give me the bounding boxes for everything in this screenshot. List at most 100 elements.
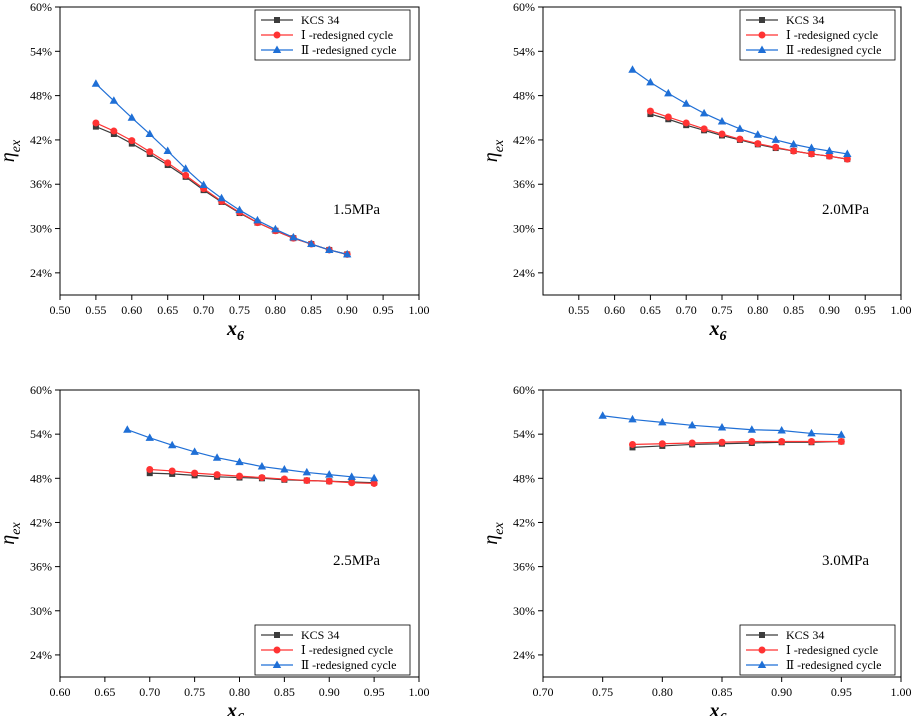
- y-axis-title: ηex: [0, 139, 24, 162]
- data-point-series-3: [369, 473, 379, 482]
- x-tick-label: 0.65: [640, 303, 661, 317]
- data-point-series-3: [212, 453, 222, 461]
- data-point-series-3: [199, 180, 208, 188]
- y-tick-label: 30%: [30, 604, 52, 618]
- legend-label-1: KCS 34: [786, 628, 824, 642]
- legend-marker-2: [758, 31, 766, 39]
- x-tick-label: 0.95: [373, 303, 394, 317]
- data-point-series-3: [217, 193, 226, 202]
- x-tick-label: 0.90: [337, 303, 358, 317]
- data-point-series-2: [790, 147, 798, 155]
- x-tick-label: 0.95: [831, 685, 852, 699]
- data-point-series-3: [598, 411, 607, 419]
- data-point-series-2: [325, 477, 333, 485]
- data-point-series-2: [658, 440, 666, 448]
- data-point-series-2: [736, 135, 744, 143]
- x-axis-title-main: x: [226, 318, 237, 340]
- y-tick-label: 24%: [30, 648, 52, 662]
- y-tick-label: 30%: [30, 222, 52, 236]
- x-axis-title-subscript: 6: [237, 329, 244, 344]
- y-tick-label: 42%: [30, 133, 52, 147]
- y-tick-label: 36%: [513, 560, 535, 574]
- data-point-series-3: [235, 457, 244, 466]
- y-tick-label: 54%: [30, 427, 52, 441]
- data-point-series-3: [181, 164, 190, 172]
- data-point-series-3: [302, 467, 312, 476]
- y-tick-label: 60%: [513, 383, 535, 397]
- data-point-series-3: [771, 135, 780, 143]
- y-tick-label: 54%: [513, 427, 535, 441]
- y-axis-title-main: η: [0, 152, 19, 162]
- y-tick-label: 60%: [30, 383, 52, 397]
- data-point-series-3: [145, 129, 154, 138]
- x-tick-label: 0.90: [319, 685, 340, 699]
- data-point-series-2: [110, 127, 118, 135]
- y-tick-label: 36%: [513, 177, 535, 191]
- legend-label-3: Ⅱ -redesigned cycle: [301, 658, 396, 672]
- legend-label-3: Ⅱ -redesigned cycle: [786, 658, 881, 672]
- data-point-series-3: [145, 433, 154, 441]
- y-tick-label: 42%: [513, 515, 535, 529]
- legend-marker-2: [758, 646, 766, 654]
- x-tick-label: 0.85: [274, 685, 295, 699]
- legend-marker-1: [759, 17, 765, 23]
- y-axis-title-main: η: [480, 152, 502, 162]
- data-point-series-2: [825, 152, 833, 160]
- x-tick-label: 0.70: [193, 303, 214, 317]
- data-point-series-3: [777, 425, 786, 434]
- y-tick-label: 48%: [30, 471, 52, 485]
- data-point-series-3: [109, 96, 119, 104]
- y-tick-label: 54%: [30, 44, 52, 58]
- data-point-series-3: [807, 143, 816, 152]
- series-line-2: [650, 110, 848, 160]
- legend-marker-2: [273, 31, 281, 39]
- y-tick-label: 42%: [30, 515, 52, 529]
- legend-marker-3: [757, 45, 767, 53]
- y-tick-label: 60%: [30, 0, 52, 14]
- x-tick-label: 0.95: [855, 303, 876, 317]
- data-point-series-1: [146, 470, 153, 477]
- chart-panel-2: 0.55 0.60 0.65 0.70 0.75 0.80 0.85 0.90 0.95 1.00…: [480, 0, 912, 344]
- panel-pressure-label: 2.0MPa: [822, 202, 869, 218]
- legend-marker-3: [272, 45, 282, 53]
- y-tick-label: 24%: [513, 648, 535, 662]
- x-tick-label: 0.70: [676, 303, 697, 317]
- x-tick-label: 0.90: [771, 685, 792, 699]
- x-axis-title: x6: [226, 318, 244, 344]
- x-tick-label: 0.90: [819, 303, 840, 317]
- data-point-series-3: [687, 420, 697, 429]
- legend-marker-3: [272, 660, 282, 668]
- data-point-series-3: [271, 224, 280, 233]
- x-tick-label: 1.00: [409, 685, 430, 699]
- y-tick-label: 30%: [513, 222, 535, 236]
- x-tick-label: 0.75: [229, 303, 250, 317]
- legend-marker-1: [274, 17, 280, 23]
- panel-pressure-label: 2.5MPa: [333, 553, 380, 569]
- data-point-series-2: [700, 125, 708, 133]
- x-tick-label: 0.80: [265, 303, 286, 317]
- data-point-series-2: [754, 140, 762, 148]
- data-point-series-2: [843, 155, 851, 163]
- x-tick-label: 0.60: [50, 685, 71, 699]
- y-tick-label: 48%: [513, 471, 535, 485]
- data-point-series-1: [92, 123, 99, 130]
- legend-marker-2: [273, 646, 281, 654]
- data-point-series-3: [127, 113, 136, 121]
- chart-panel-3: 0.60 0.65 0.70 0.75 0.80 0.85 0.90 0.95 1.00 24% 3…: [0, 383, 430, 716]
- data-point-series-3: [123, 425, 132, 433]
- data-point-series-3: [747, 425, 757, 433]
- data-point-series-2: [808, 150, 815, 158]
- data-point-series-2: [370, 479, 378, 487]
- data-point-series-3: [843, 149, 852, 157]
- y-axis-title-main: η: [480, 535, 502, 545]
- panel-pressure-label: 1.5MPa: [333, 202, 380, 218]
- y-tick-label: 24%: [513, 266, 535, 280]
- data-point-series-2: [646, 107, 654, 115]
- x-tick-label: 1.00: [891, 685, 912, 699]
- x-tick-label: 0.80: [229, 685, 250, 699]
- x-tick-label: 0.85: [712, 685, 733, 699]
- data-point-series-3: [807, 428, 816, 437]
- data-point-series-2: [128, 137, 136, 145]
- legend-label-1: KCS 34: [301, 628, 339, 642]
